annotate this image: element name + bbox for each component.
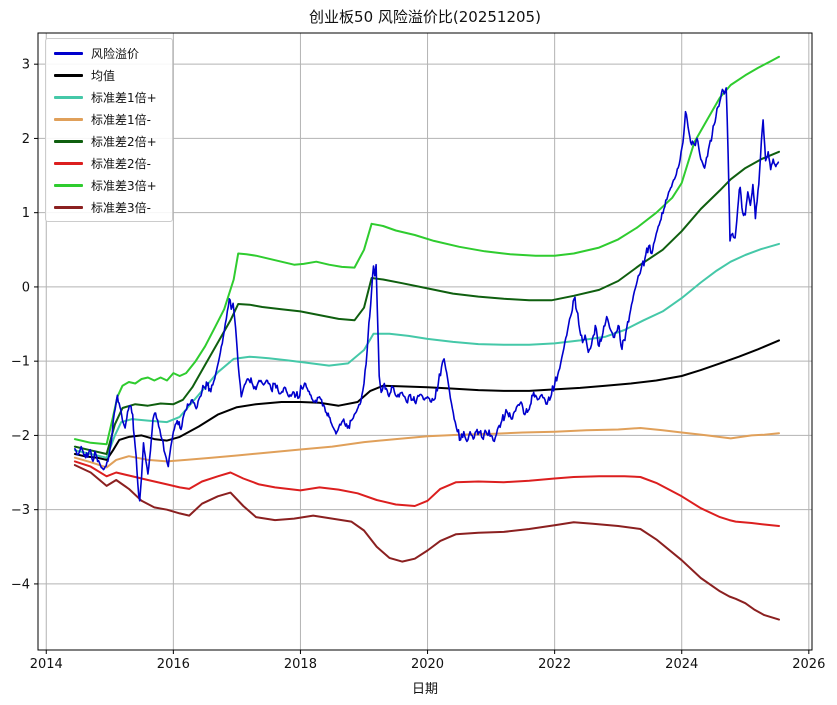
x-tick-label: 2014	[30, 657, 63, 672]
series-line-std2minus	[73, 460, 780, 527]
y-tick-label: 1	[22, 206, 30, 221]
x-tick-label: 2022	[538, 657, 571, 672]
series-line-mean	[73, 339, 780, 461]
series-line-risk-premium	[74, 87, 780, 502]
legend-swatch-std3plus	[54, 183, 83, 187]
x-tick-label: 2018	[284, 657, 317, 672]
legend: 风险溢价均值标准差1倍+ 标准差1倍- 标准差2倍+ 标准差2倍- 标准差3倍+ 标准差3…	[45, 38, 173, 222]
legend-item-std1minus: 标准差1倍-	[54, 109, 168, 130]
legend-label-std2minus: 标准差2倍-	[91, 156, 151, 171]
legend-item-std2minus: 标准差2倍-	[54, 153, 168, 174]
legend-swatch-std2minus	[54, 161, 83, 165]
legend-label-mean: 均值	[91, 68, 116, 83]
x-tick-label: 2024	[665, 657, 698, 672]
legend-label-std2plus: 标准差2倍+	[91, 134, 157, 149]
legend-label-std3minus: 标准差3倍-	[91, 200, 151, 215]
plot-border	[37, 32, 813, 651]
x-tick-label: 2016	[157, 657, 190, 672]
y-tick-label: 0	[22, 280, 30, 295]
y-tick-label: −1	[11, 355, 30, 370]
series-line-std1plus	[73, 242, 780, 459]
y-tick-label: −3	[11, 503, 30, 518]
series-line-std2plus	[73, 150, 780, 455]
x-tick-label: 2020	[411, 657, 444, 672]
legend-item-risk-premium: 风险溢价	[54, 43, 168, 64]
y-tick-label: −2	[11, 429, 30, 444]
y-tick-label: 3	[22, 58, 30, 73]
series-line-std3minus	[73, 464, 780, 621]
legend-swatch-std3minus	[54, 205, 83, 209]
legend-item-std3plus: 标准差3倍+	[54, 175, 168, 196]
legend-item-std1plus: 标准差1倍+	[54, 87, 168, 108]
legend-item-std3minus: 标准差3倍-	[54, 197, 168, 218]
legend-item-mean: 均值	[54, 65, 168, 86]
legend-item-std2plus: 标准差2倍+	[54, 131, 168, 152]
legend-label-std1minus: 标准差1倍-	[91, 112, 151, 127]
legend-swatch-std1plus	[54, 95, 83, 99]
chart-title: 创业板50 风险溢价比(20251205)	[309, 8, 541, 26]
legend-swatch-std2plus	[54, 139, 83, 143]
legend-swatch-std1minus	[54, 117, 83, 121]
y-tick-label: −4	[11, 577, 30, 592]
legend-label-std1plus: 标准差1倍+	[91, 90, 157, 105]
x-axis-label: 日期	[411, 682, 438, 697]
series-line-std1minus	[73, 427, 780, 469]
series-line-std3plus	[73, 55, 780, 446]
legend-swatch-risk-premium	[54, 51, 83, 55]
x-tick-label: 2026	[792, 657, 825, 672]
legend-label-std3plus: 标准差3倍+	[91, 178, 157, 193]
legend-swatch-mean	[54, 73, 83, 77]
y-tick-label: 2	[22, 132, 30, 147]
legend-label-risk-premium: 风险溢价	[91, 46, 140, 61]
